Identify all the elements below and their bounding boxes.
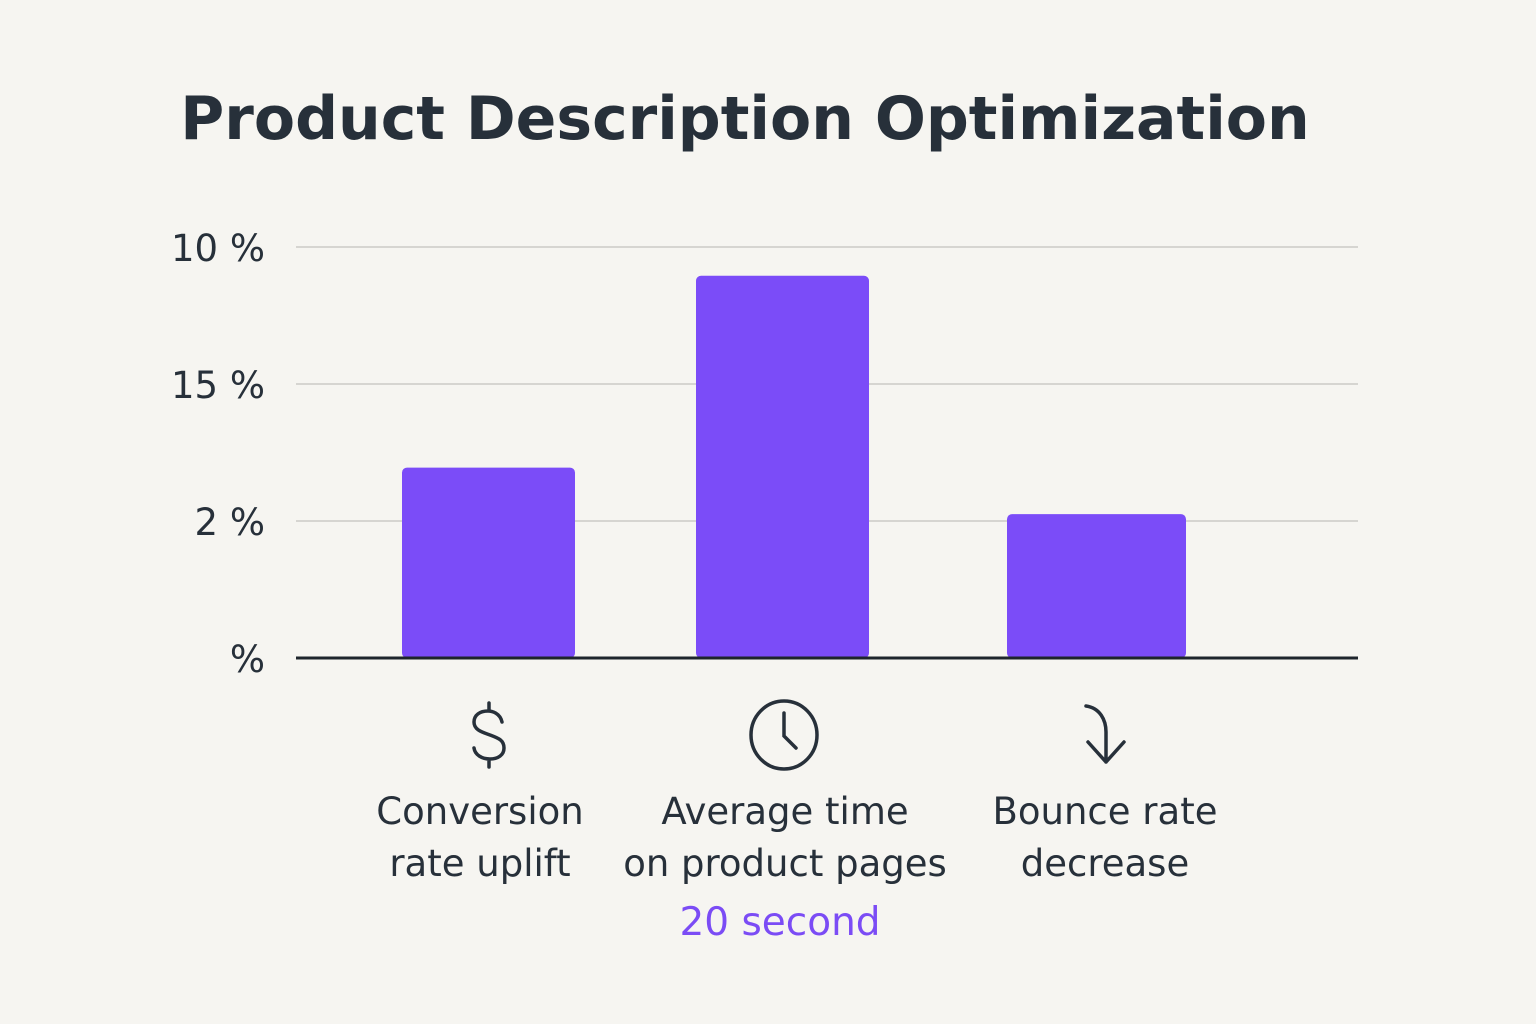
label-line: rate uplift bbox=[389, 842, 571, 885]
label-line: Bounce rate bbox=[992, 790, 1218, 833]
arrow-down-icon bbox=[1084, 704, 1126, 764]
y-tick-label: 2 % bbox=[195, 501, 265, 544]
annotation-20-second: 20 second bbox=[679, 900, 881, 945]
y-tick-label: 10 % bbox=[171, 227, 265, 270]
bar-2 bbox=[696, 275, 869, 658]
category-label-bounce: Bounce rate decrease bbox=[960, 786, 1250, 890]
label-line: Average time bbox=[661, 790, 909, 833]
dollar-icon bbox=[472, 701, 506, 769]
bar-3 bbox=[1007, 514, 1186, 658]
label-line: Conversion bbox=[376, 790, 584, 833]
category-label-time: Average time on product pages bbox=[600, 786, 970, 890]
label-line: on product pages bbox=[623, 842, 947, 885]
y-tick-label: 15 % bbox=[171, 364, 265, 407]
chart-title: Product Description Optimization bbox=[180, 84, 1310, 154]
clock-icon bbox=[749, 699, 819, 771]
label-line: decrease bbox=[1020, 842, 1190, 885]
category-label-conversion: Conversion rate uplift bbox=[340, 786, 620, 890]
y-tick-label: % bbox=[230, 638, 265, 681]
bar-1 bbox=[402, 467, 575, 658]
